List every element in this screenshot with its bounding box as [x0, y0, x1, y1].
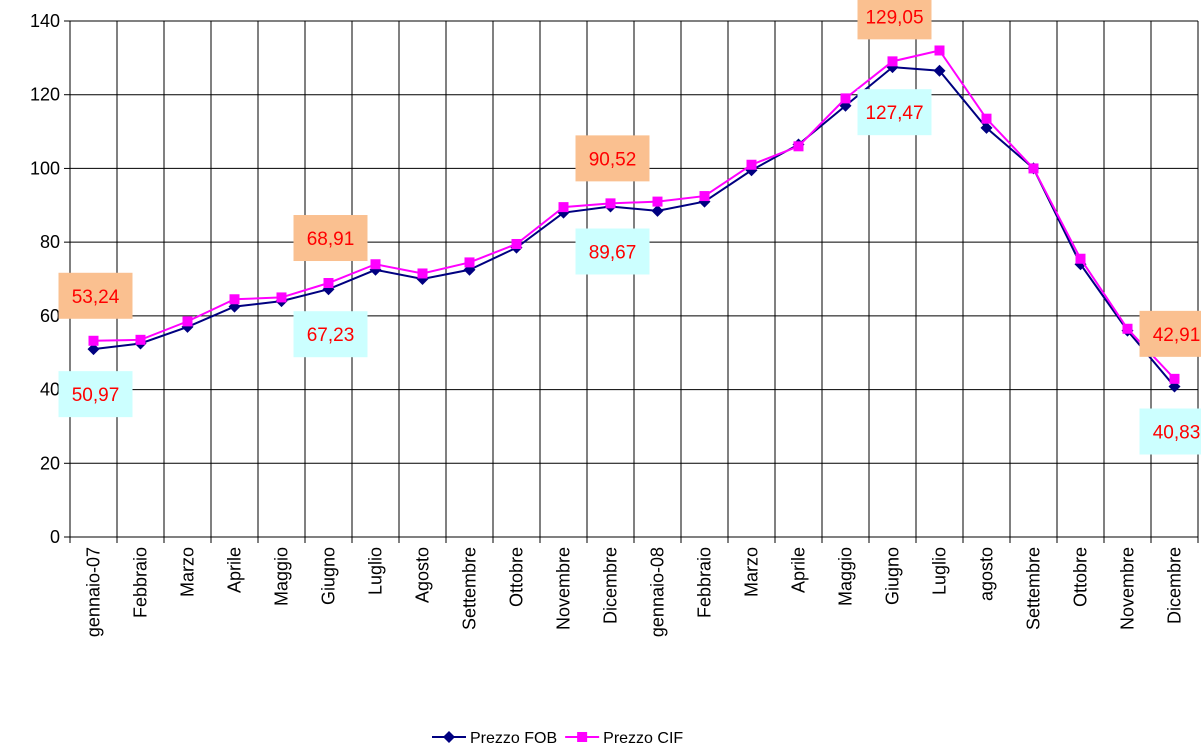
marker	[651, 204, 664, 217]
label-box	[58, 272, 133, 319]
legend-marker	[443, 731, 455, 743]
x-tick-label: gennaio-08	[648, 547, 668, 637]
x-tick-label: Luglio	[930, 547, 950, 595]
marker	[229, 294, 240, 305]
x-tick-label: Maggio	[836, 547, 856, 606]
marker	[323, 278, 334, 289]
x-tick-label: Febbraio	[695, 547, 715, 618]
x-tick-label: Giugno	[883, 547, 903, 605]
x-tick-label: Novembre	[1118, 547, 1138, 630]
x-tick-label: Luglio	[366, 547, 386, 595]
marker	[182, 316, 193, 327]
y-tick-label: 60	[40, 306, 60, 326]
y-tick-label: 120	[30, 85, 60, 105]
label-box	[575, 228, 650, 275]
value-label: 42,91	[1153, 325, 1201, 346]
marker	[1028, 163, 1039, 174]
marker	[88, 335, 99, 346]
x-tick-label: Dicembre	[601, 547, 621, 624]
y-tick-label: 100	[30, 158, 60, 178]
y-tick-label: 140	[30, 11, 60, 31]
label-box	[293, 311, 368, 358]
x-tick-label: Febbraio	[131, 547, 151, 618]
label-box	[857, 89, 932, 136]
label-box	[1139, 408, 1201, 455]
x-tick-label: Maggio	[272, 547, 292, 606]
x-tick-label: Marzo	[178, 547, 198, 597]
x-tick-label: agosto	[977, 547, 997, 601]
value-label: 129,05	[865, 7, 923, 28]
label-box	[1139, 310, 1201, 357]
marker	[605, 198, 616, 209]
marker	[417, 268, 428, 279]
marker	[887, 56, 898, 67]
y-tick-label: 80	[40, 232, 60, 252]
x-tick-label: Dicembre	[1165, 547, 1185, 624]
marker	[464, 257, 475, 268]
y-tick-label: 0	[50, 527, 60, 547]
x-tick-label: Marzo	[742, 547, 762, 597]
x-tick-label: Novembre	[554, 547, 574, 630]
marker	[135, 334, 146, 345]
x-tick-label: Settembre	[1024, 547, 1044, 630]
marker	[1075, 253, 1086, 264]
marker	[746, 159, 757, 170]
marker	[980, 121, 993, 134]
x-tick-label: Aprile	[225, 547, 245, 593]
x-tick-label: gennaio-07	[84, 547, 104, 637]
label-box	[575, 135, 650, 182]
marker	[370, 259, 381, 270]
marker	[699, 191, 710, 202]
marker	[793, 141, 804, 152]
x-tick-label: Agosto	[413, 547, 433, 603]
value-label: 90,52	[589, 149, 637, 170]
marker	[276, 292, 287, 303]
value-label: 50,97	[72, 385, 120, 406]
x-tick-label: Ottobre	[1071, 547, 1091, 607]
value-label: 67,23	[307, 325, 355, 346]
y-tick-label: 40	[40, 380, 60, 400]
legend-label: Prezzo CIF	[603, 730, 683, 747]
value-label: 53,24	[72, 287, 120, 308]
series-line	[93, 49, 1176, 380]
label-box	[857, 0, 932, 40]
marker	[1122, 323, 1133, 334]
value-label: 127,47	[865, 103, 923, 124]
marker	[934, 45, 945, 56]
marker	[511, 238, 522, 249]
legend-label: Prezzo FOB	[470, 730, 557, 747]
legend-marker	[577, 732, 588, 742]
label-box	[58, 371, 133, 418]
marker	[87, 343, 100, 356]
label-box	[293, 215, 368, 262]
x-tick-label: Settembre	[460, 547, 480, 630]
value-label: 68,91	[307, 229, 355, 250]
marker	[981, 113, 992, 124]
marker	[652, 196, 663, 207]
marker	[558, 202, 569, 213]
value-label: 40,83	[1153, 423, 1201, 444]
series-line	[93, 66, 1176, 388]
value-label: 89,67	[589, 243, 637, 264]
x-tick-label: Giugno	[319, 547, 339, 605]
marker	[840, 93, 851, 104]
marker	[933, 64, 946, 77]
y-tick-label: 20	[40, 453, 60, 473]
x-tick-label: Ottobre	[507, 547, 527, 607]
x-tick-label: Aprile	[789, 547, 809, 593]
marker	[1169, 373, 1180, 384]
